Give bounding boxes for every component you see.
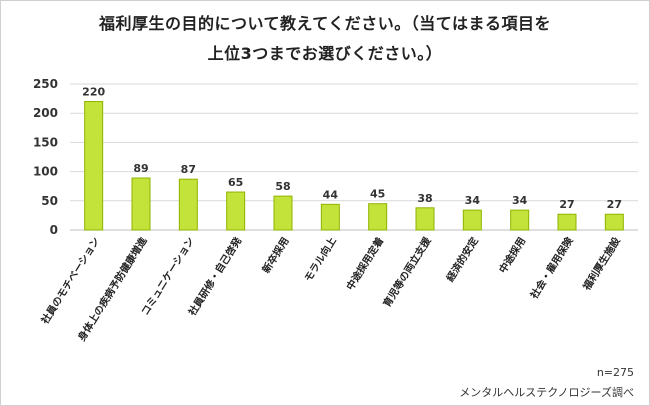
data-label: 34 [465,194,481,207]
data-label: 45 [370,188,385,201]
y-tick-label: 0 [50,223,58,237]
bar [510,209,530,231]
data-label: 34 [512,194,528,207]
data-label: 89 [133,162,148,175]
x-tick-label: 福利厚生施設 [580,234,624,293]
x-tick-label: モラル向上 [301,235,339,284]
x-tick-label: 新卒採用 [259,235,291,276]
data-label: 65 [228,176,243,189]
bar [178,178,198,231]
x-tick-label: 育児等の両立支援 [380,234,434,310]
bar [415,207,435,231]
bar [131,177,151,231]
bar [273,195,293,231]
bar [368,203,388,231]
bar [462,209,482,231]
data-label: 38 [417,192,432,205]
x-tick-label: 中途採用 [496,235,528,276]
data-label: 87 [181,163,196,176]
x-tick-label: 中途採用定着 [343,235,386,293]
chart-title-line2: 上位3つまでお選びください。） [207,44,443,63]
data-label: 44 [323,188,339,201]
data-label: 27 [559,198,574,211]
bar [320,203,340,231]
y-tick-label: 50 [41,194,58,208]
x-tick-label: 社会・雇用保険 [527,234,576,302]
x-tick-label: 経済的安定 [443,235,481,284]
chart-title-line1: 福利厚生の目的について教えてください。（当てはまる項目を [99,14,551,33]
source-note: メンタルヘルステクノロジーズ調べ [459,386,634,399]
data-label: 27 [607,198,622,211]
y-tick-label: 100 [33,165,58,179]
data-label: 220 [82,86,105,99]
y-tick-label: 200 [33,106,58,120]
x-tick-label: 社員研修・自己啓発 [185,234,245,319]
y-tick-label: 250 [33,77,58,91]
bar [604,213,624,231]
bar [226,191,246,231]
bar [84,101,104,231]
y-tick-label: 150 [33,135,58,149]
sample-size-note: n=275 [596,366,634,379]
bar [557,213,577,231]
data-label: 58 [275,180,290,193]
x-tick-label: コミュニケーション [139,235,197,318]
